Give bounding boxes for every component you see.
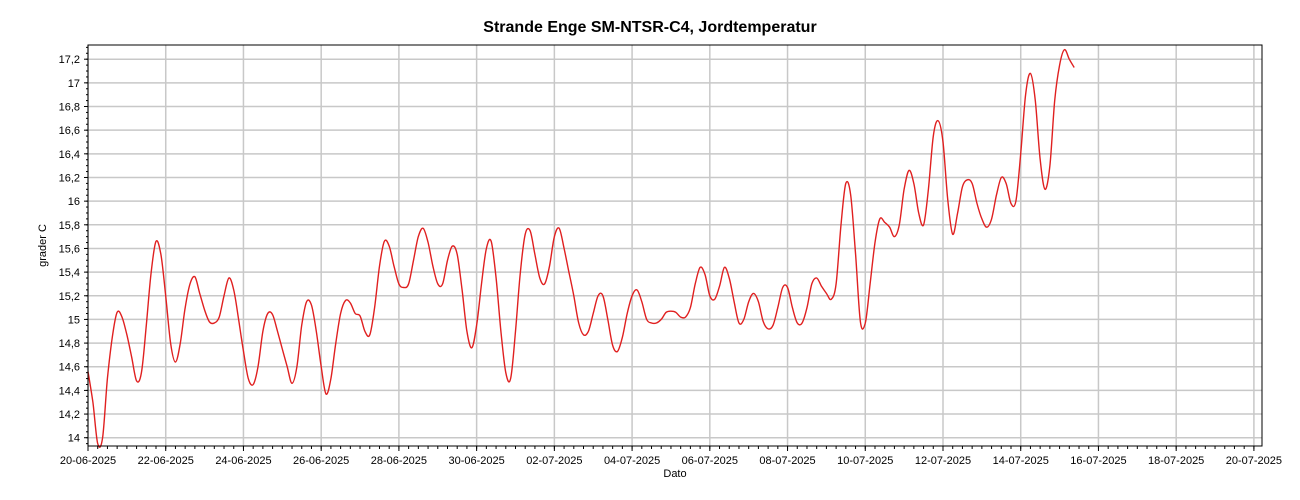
x-tick-label: 30-06-2025 <box>448 455 504 467</box>
x-tick-label: 24-06-2025 <box>215 455 271 467</box>
y-tick-label: 16,8 <box>59 102 80 114</box>
x-tick-label: 18-07-2025 <box>1148 455 1204 467</box>
x-tick-label: 20-07-2025 <box>1226 455 1282 467</box>
series-line-0 <box>87 48 1075 448</box>
y-axis-label: grader C <box>37 224 49 267</box>
y-tick-label: 14,8 <box>59 338 80 350</box>
x-axis-ticks: 20-06-2025 22-06-2025 24-06-2025 26-06-2025… <box>60 446 1282 467</box>
grid-lines <box>87 45 1262 446</box>
x-tick-label: 14-07-2025 <box>993 455 1049 467</box>
x-tick-label: 04-07-2025 <box>604 455 660 467</box>
y-tick-label: 16,2 <box>59 172 80 184</box>
x-tick-label: 02-07-2025 <box>526 455 582 467</box>
x-tick-label: 16-07-2025 <box>1070 455 1126 467</box>
y-tick-label: 15,6 <box>59 243 80 255</box>
series-group <box>87 48 1075 448</box>
y-tick-label: 16 <box>68 196 80 208</box>
y-tick-label: 14,6 <box>59 362 80 374</box>
x-axis-label: Dato <box>663 468 686 480</box>
y-tick-label: 17 <box>68 78 80 90</box>
y-tick-label: 17,2 <box>59 54 80 66</box>
y-tick-label: 14 <box>68 433 80 445</box>
x-tick-label: 08-07-2025 <box>759 455 815 467</box>
x-tick-label: 20-06-2025 <box>60 455 116 467</box>
y-tick-label: 14,2 <box>59 409 80 421</box>
y-tick-label: 15,8 <box>59 220 80 232</box>
x-tick-label: 26-06-2025 <box>293 455 349 467</box>
y-tick-label: 16,6 <box>59 125 80 137</box>
x-tick-label: 22-06-2025 <box>138 455 194 467</box>
x-tick-label: 28-06-2025 <box>371 455 427 467</box>
y-tick-label: 14,4 <box>59 385 80 397</box>
x-tick-label: 06-07-2025 <box>682 455 738 467</box>
x-tick-label: 10-07-2025 <box>837 455 893 467</box>
y-tick-label: 16,4 <box>59 149 80 161</box>
y-tick-label: 15,4 <box>59 267 80 279</box>
x-tick-label: 12-07-2025 <box>915 455 971 467</box>
y-tick-label: 15,2 <box>59 291 80 303</box>
chart-title: Strande Enge SM-NTSR-C4, Jordtemperatur <box>483 19 817 36</box>
plot-frame <box>87 44 1263 447</box>
y-axis-ticks: 14 14,2 14,4 14,6 14,8 15 15,2 15,4 15,6 15,8 16 16… <box>59 46 88 445</box>
y-tick-label: 15 <box>68 314 80 326</box>
